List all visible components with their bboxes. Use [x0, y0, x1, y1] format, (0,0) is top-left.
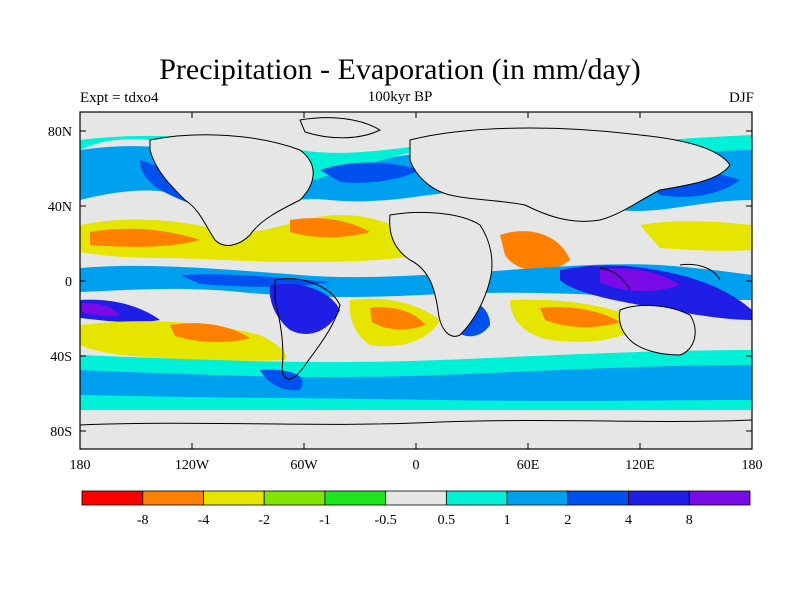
colorbar-swatch — [445, 490, 508, 506]
y-tick-label: 80N — [48, 125, 72, 140]
north-subtropical-core — [90, 228, 200, 247]
southern-ocean-dark — [260, 369, 303, 391]
southern-ocean-wet — [80, 365, 752, 401]
colorbar-label: 1 — [504, 513, 511, 528]
colorbar-label: -2 — [258, 513, 270, 528]
season-label: DJF — [728, 90, 754, 106]
y-tick-label: 40S — [50, 350, 72, 365]
coastlines — [80, 117, 752, 426]
experiment-label: Expt = tdxo4 — [80, 90, 159, 106]
east-asia-subtropical-band — [640, 221, 752, 251]
colorbar-swatch — [628, 490, 690, 506]
colorbar-label: -1 — [319, 513, 331, 528]
colorbar-label: -8 — [137, 513, 149, 528]
south-indian-dry-core — [540, 307, 620, 328]
colorbar-label: 2 — [564, 513, 571, 528]
x-tick-label: 120W — [175, 458, 210, 473]
y-tick-label: 0 — [65, 275, 72, 290]
antarctic-edge — [80, 410, 752, 449]
x-tick-label: 180 — [742, 458, 763, 473]
colorbar-label: 4 — [625, 513, 632, 528]
y-tick-label: 40N — [48, 200, 72, 215]
colorbar-swatch — [567, 490, 629, 506]
x-tick-label: 120E — [625, 458, 655, 473]
colorbar-label: 8 — [686, 513, 693, 528]
colorbar-swatch — [203, 490, 265, 506]
eurasia-land — [410, 128, 730, 222]
colorbar-label: -4 — [198, 513, 210, 528]
x-tick-label: 60W — [290, 458, 318, 473]
south-pacific-convergence-core — [82, 302, 120, 317]
south-atlantic-dry-core — [370, 307, 425, 330]
maritime-continent-core — [600, 268, 680, 292]
x-tick-label: 180 — [70, 458, 91, 473]
plot-title: Precipitation - Evaporation (in mm/day) — [159, 53, 641, 86]
north-america-land — [150, 134, 314, 246]
colorbar-label: -0.5 — [375, 513, 397, 528]
south-pacific-dry-core — [170, 323, 250, 343]
colorbar-label: 0.5 — [438, 513, 456, 528]
colorbar-swatch — [506, 490, 569, 506]
latitude-axis: 80N 40N 0 40S 80S — [48, 125, 752, 440]
x-tick-label: 60E — [517, 458, 540, 473]
colorbar-swatch — [142, 490, 204, 506]
x-tick-label: 0 — [413, 458, 420, 473]
north-atlantic-subtropical-core — [290, 218, 370, 238]
itcz-dark — [180, 274, 330, 287]
arabian-sea-dry — [500, 231, 570, 272]
field-layer — [80, 112, 752, 449]
south-america-wet — [269, 283, 340, 334]
colorbar-swatch — [263, 490, 326, 506]
y-tick-label: 80S — [50, 425, 72, 440]
colorbar-swatch — [688, 490, 751, 506]
period-label: 100kyr BP — [367, 89, 433, 105]
australia-land — [619, 305, 696, 355]
north-atlantic-storm-track — [320, 162, 420, 183]
colorbar-swatch — [385, 490, 447, 506]
africa-land — [389, 212, 492, 337]
colorbar-swatch — [81, 490, 144, 506]
colorbar: -8 -4 -2 -1 -0.5 0.5 1 2 4 8 — [81, 490, 751, 528]
longitude-axis: 180 120W 60W 0 60E 120E 180 — [70, 112, 763, 473]
colorbar-swatch — [324, 490, 387, 506]
